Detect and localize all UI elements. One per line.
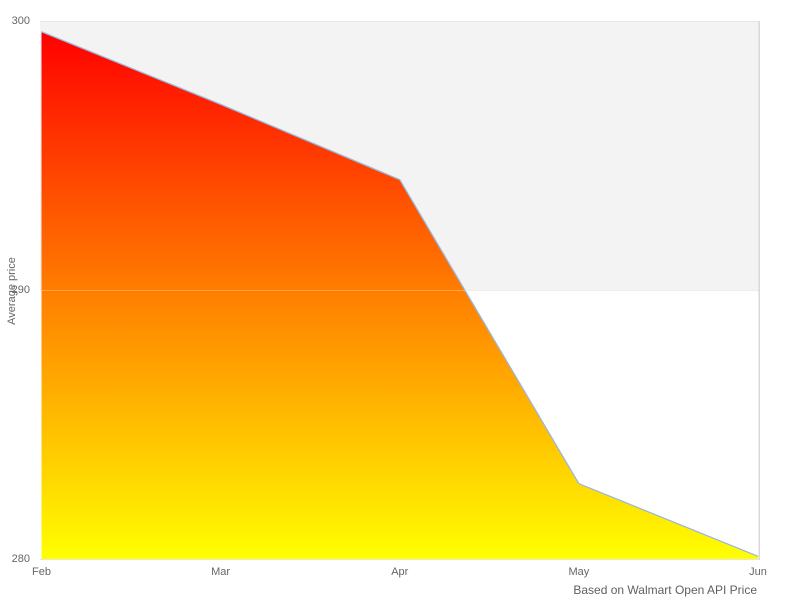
x-tick-label: Jun	[749, 566, 767, 578]
area-series-line	[41, 31, 759, 557]
area-series-fill[interactable]	[41, 31, 759, 559]
y-tick-label: 300	[11, 14, 30, 27]
plot-area	[40, 21, 760, 560]
chart-caption: Based on Walmart Open API Price	[573, 583, 757, 597]
y-tick-label: 280	[11, 552, 30, 565]
y-tick-label: 290	[11, 283, 30, 296]
x-tick-label: May	[568, 566, 590, 578]
x-tick-label: Apr	[391, 566, 409, 578]
x-tick-label: Mar	[211, 566, 231, 578]
x-tick-label: Feb	[32, 566, 51, 578]
